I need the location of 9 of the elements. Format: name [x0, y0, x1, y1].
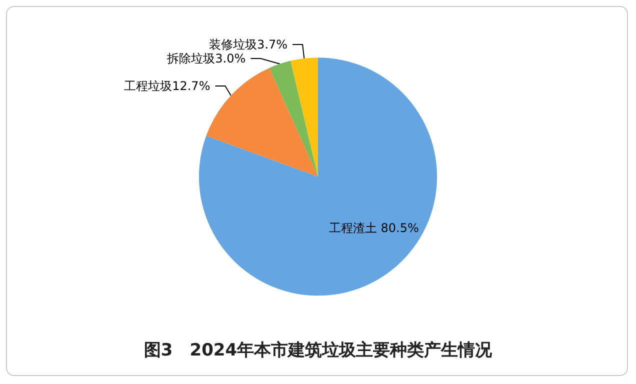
- text: 图3 2024年本市建筑垃圾主要种类产生情况: [144, 340, 494, 360]
- data-label: 80.5%: [380, 220, 419, 235]
- data-label: 12.7%: [172, 78, 210, 93]
- data-label: 3.7%: [257, 38, 288, 52]
- slice-label: 装修垃圾: [209, 38, 258, 52]
- slice-label: 拆除垃圾: [166, 52, 216, 66]
- data-label: 3.0%: [215, 52, 246, 66]
- slice-label: 工程渣土: [328, 220, 377, 235]
- slice-label: 工程垃圾: [124, 78, 172, 93]
